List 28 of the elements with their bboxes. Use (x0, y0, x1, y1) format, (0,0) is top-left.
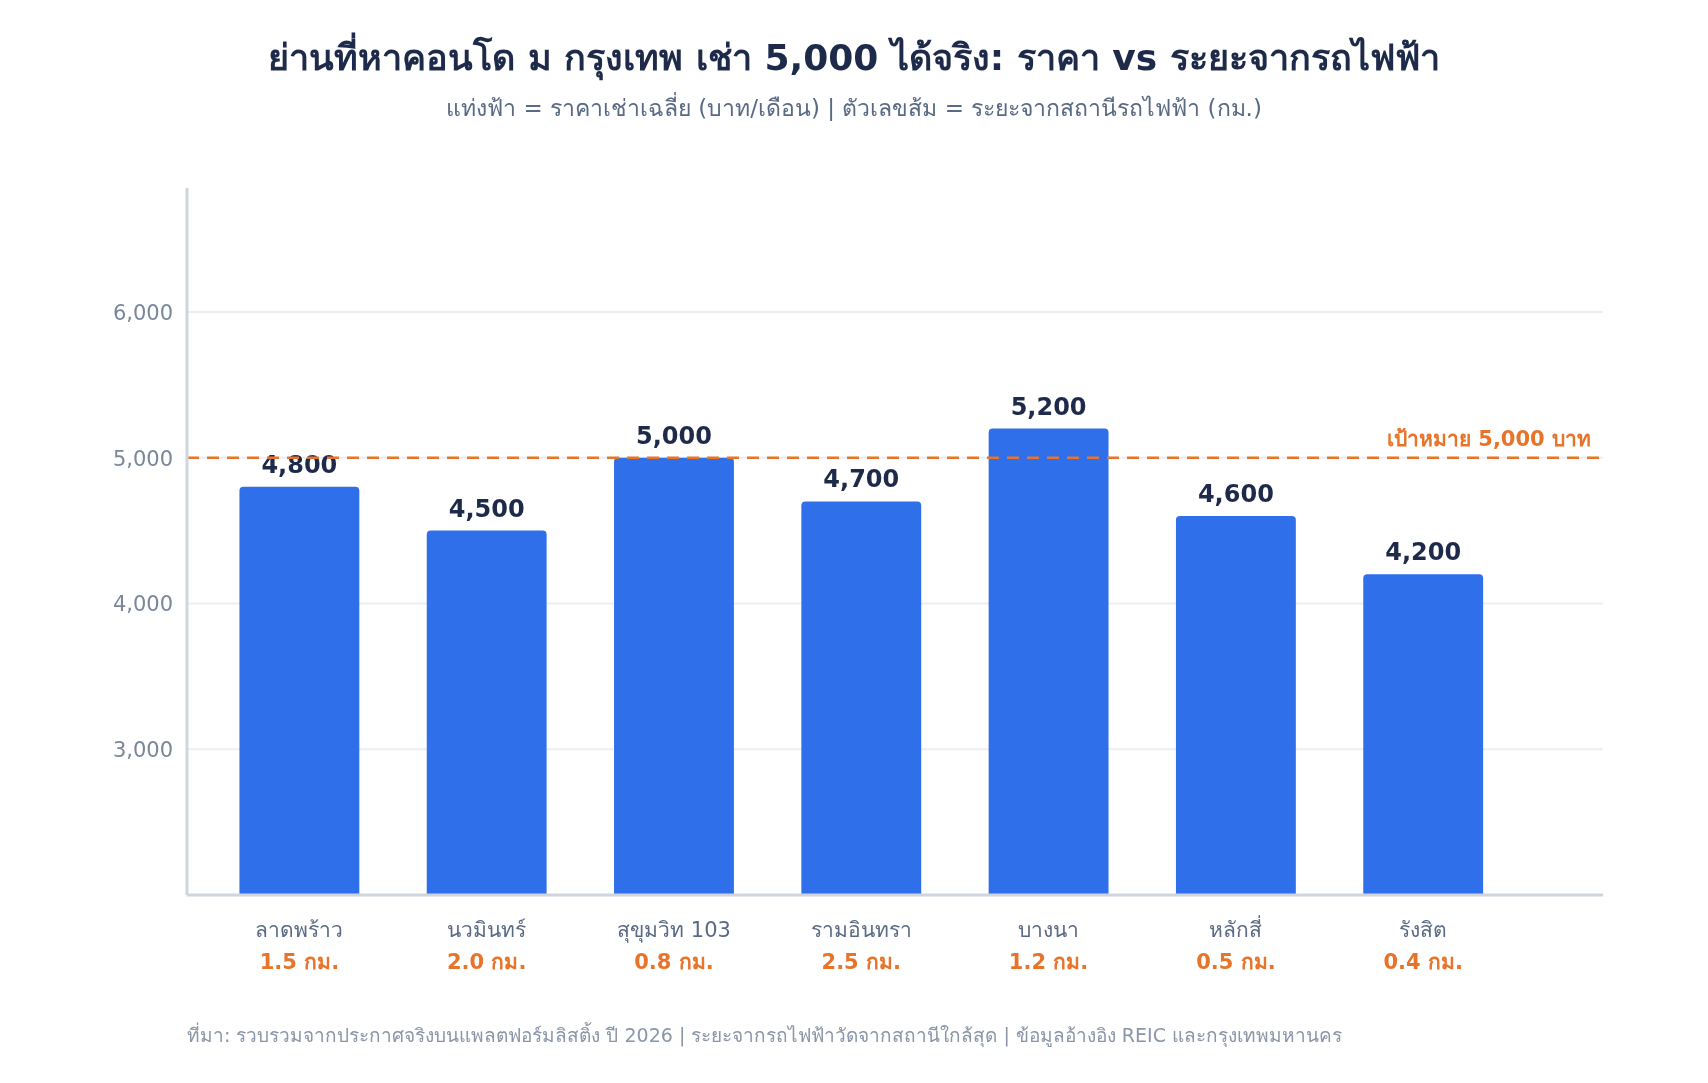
x-tick-label: บางนา (1018, 918, 1080, 942)
data-label: 5,000 (636, 421, 712, 450)
y-tick-label: 3,000 (112, 738, 173, 763)
data-label: 4,500 (448, 494, 525, 523)
text: 0.8 กม. (634, 950, 714, 974)
chart-title: ย่านที่หาคอนโด ม กรุงเทพ เช่า 5,000 ได้จริง: ราคา vs ระยะจากรถไฟฟ้า (268, 32, 1440, 81)
x-tick-label: นวมินทร์ (447, 918, 527, 942)
data-label: 4,200 (1385, 538, 1462, 567)
chart-subtitle: แท่งฟ้า = ราคาเช่าเฉลี่ย (บาท/เดือน) | ตัวเลขส้ม = ระยะจากสถานีรถไฟฟ้า (กม.) (446, 92, 1262, 121)
y-tick-label: 5,000 (112, 446, 173, 471)
x-tick-label: หลักสี่ (1209, 915, 1263, 942)
text: ที่มา: รวบรวมจากประกาศจริงบนแพลตฟอร์มลิสติ้ง ปี 2026 | ระยะจากรถไฟฟ้าวัดจากสถานีใกล้สุด | ข้อมูลอ้างอิง REIC และกรุงเทพมหานคร (187, 1022, 1342, 1048)
text: 1.5 กม. (259, 950, 340, 974)
y-tick-label: 4,000 (112, 592, 173, 617)
text: 0.4 กม. (1383, 950, 1463, 974)
data-label: 5,200 (1010, 392, 1087, 421)
ref-line-label: เป้าหมาย 5,000 บาท (1386, 426, 1591, 451)
text: 2.0 กม. (446, 950, 527, 974)
text: 0.5 กม. (1196, 950, 1276, 974)
text: 1.2 กม. (1008, 950, 1089, 974)
y-tick-label: 6,000 (112, 300, 173, 325)
data-label: 4,600 (1197, 479, 1274, 508)
text: 2.5 กม. (821, 950, 902, 974)
data-label: 4,700 (823, 465, 900, 494)
x-tick-label: รามอินทรา (810, 918, 912, 942)
x-tick-label: รังสิต (1399, 918, 1448, 942)
x-tick-label: ลาดพร้าว (255, 918, 344, 942)
x-tick-label: สุขุมวิท 103 (617, 918, 731, 943)
